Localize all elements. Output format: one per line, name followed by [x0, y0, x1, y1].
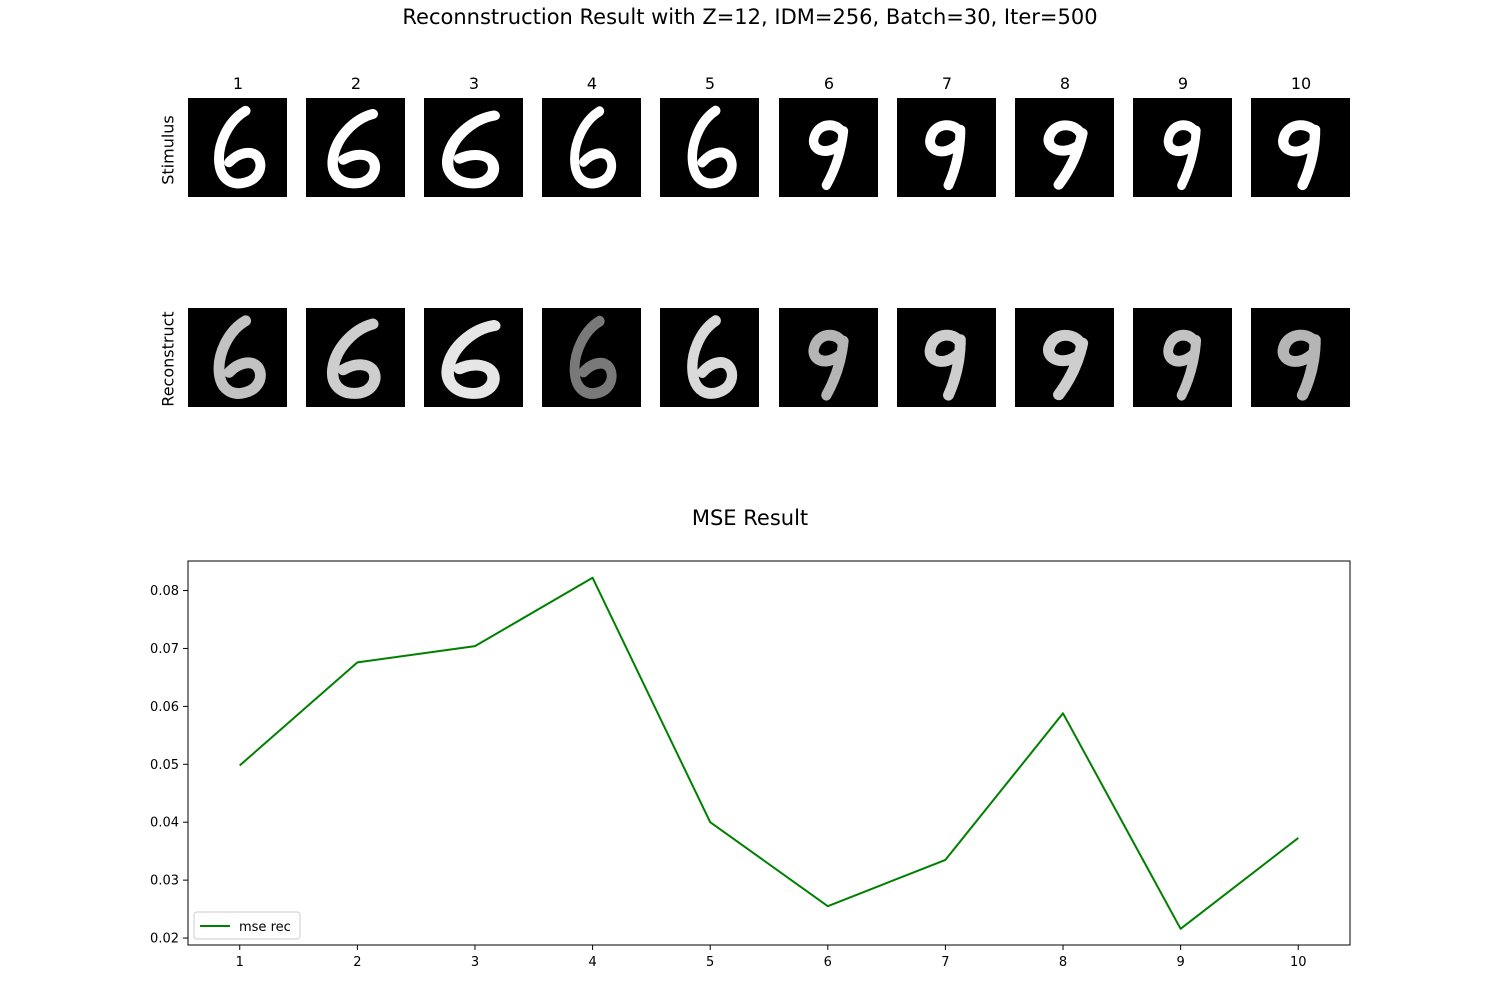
column-label: 3	[468, 74, 480, 93]
reconstruct-image	[1251, 308, 1350, 407]
reconstruct-image	[1133, 308, 1232, 407]
reconstruct-image	[779, 308, 878, 407]
x-tick-label: 5	[706, 955, 714, 970]
reconstruct-image	[660, 308, 759, 407]
stimulus-image	[897, 98, 996, 197]
plot-frame	[187, 560, 1351, 946]
y-tick-label: 0.04	[150, 816, 179, 831]
y-tick-label: 0.06	[150, 700, 179, 715]
y-tick-label: 0.08	[150, 584, 179, 599]
series-line-mse-rec	[239, 576, 1299, 930]
reconstruct-image	[306, 308, 405, 407]
column-label: 9	[1177, 74, 1189, 93]
column-label: 1	[232, 74, 244, 93]
x-tick-label: 1	[236, 955, 244, 970]
x-tick-label: 4	[588, 955, 596, 970]
reconstruct-image	[1015, 308, 1114, 407]
y-tick-label: 0.05	[150, 758, 179, 773]
x-tick-label: 9	[1176, 955, 1184, 970]
column-label: 6	[823, 74, 835, 93]
stimulus-image	[779, 98, 878, 197]
stimulus-image	[424, 98, 523, 197]
column-label: 8	[1059, 74, 1071, 93]
reconstruct-image	[424, 308, 523, 407]
x-tick-label: 6	[824, 955, 832, 970]
chart-title: MSE Result	[691, 506, 809, 530]
stimulus-image	[542, 98, 641, 197]
stimulus-image	[1251, 98, 1350, 197]
stimulus-image	[1015, 98, 1114, 197]
reconstruct-image	[542, 308, 641, 407]
column-label: 5	[704, 74, 716, 93]
x-tick-label: 10	[1290, 955, 1307, 970]
y-tick-label: 0.07	[150, 642, 179, 657]
y-tick-label: 0.02	[150, 932, 179, 947]
stimulus-image	[188, 98, 287, 197]
column-label: 7	[941, 74, 953, 93]
x-tick-label: 2	[353, 955, 361, 970]
column-label: 4	[586, 74, 598, 93]
x-tick-label: 8	[1059, 955, 1067, 970]
legend-label: mse rec	[239, 920, 291, 935]
x-tick-label: 3	[471, 955, 479, 970]
x-tick-label: 7	[941, 955, 949, 970]
figure-title: Reconnstruction Result with Z=12, IDM=25…	[402, 5, 1098, 29]
column-label: 10	[1290, 74, 1312, 93]
legend-box	[193, 911, 301, 940]
column-label: 2	[350, 74, 362, 93]
stimulus-image	[306, 98, 405, 197]
stimulus-image	[1133, 98, 1232, 197]
reconstruct-image	[188, 308, 287, 407]
y-tick-label: 0.03	[150, 874, 179, 889]
stimulus-image	[660, 98, 759, 197]
reconstruct-image	[897, 308, 996, 407]
